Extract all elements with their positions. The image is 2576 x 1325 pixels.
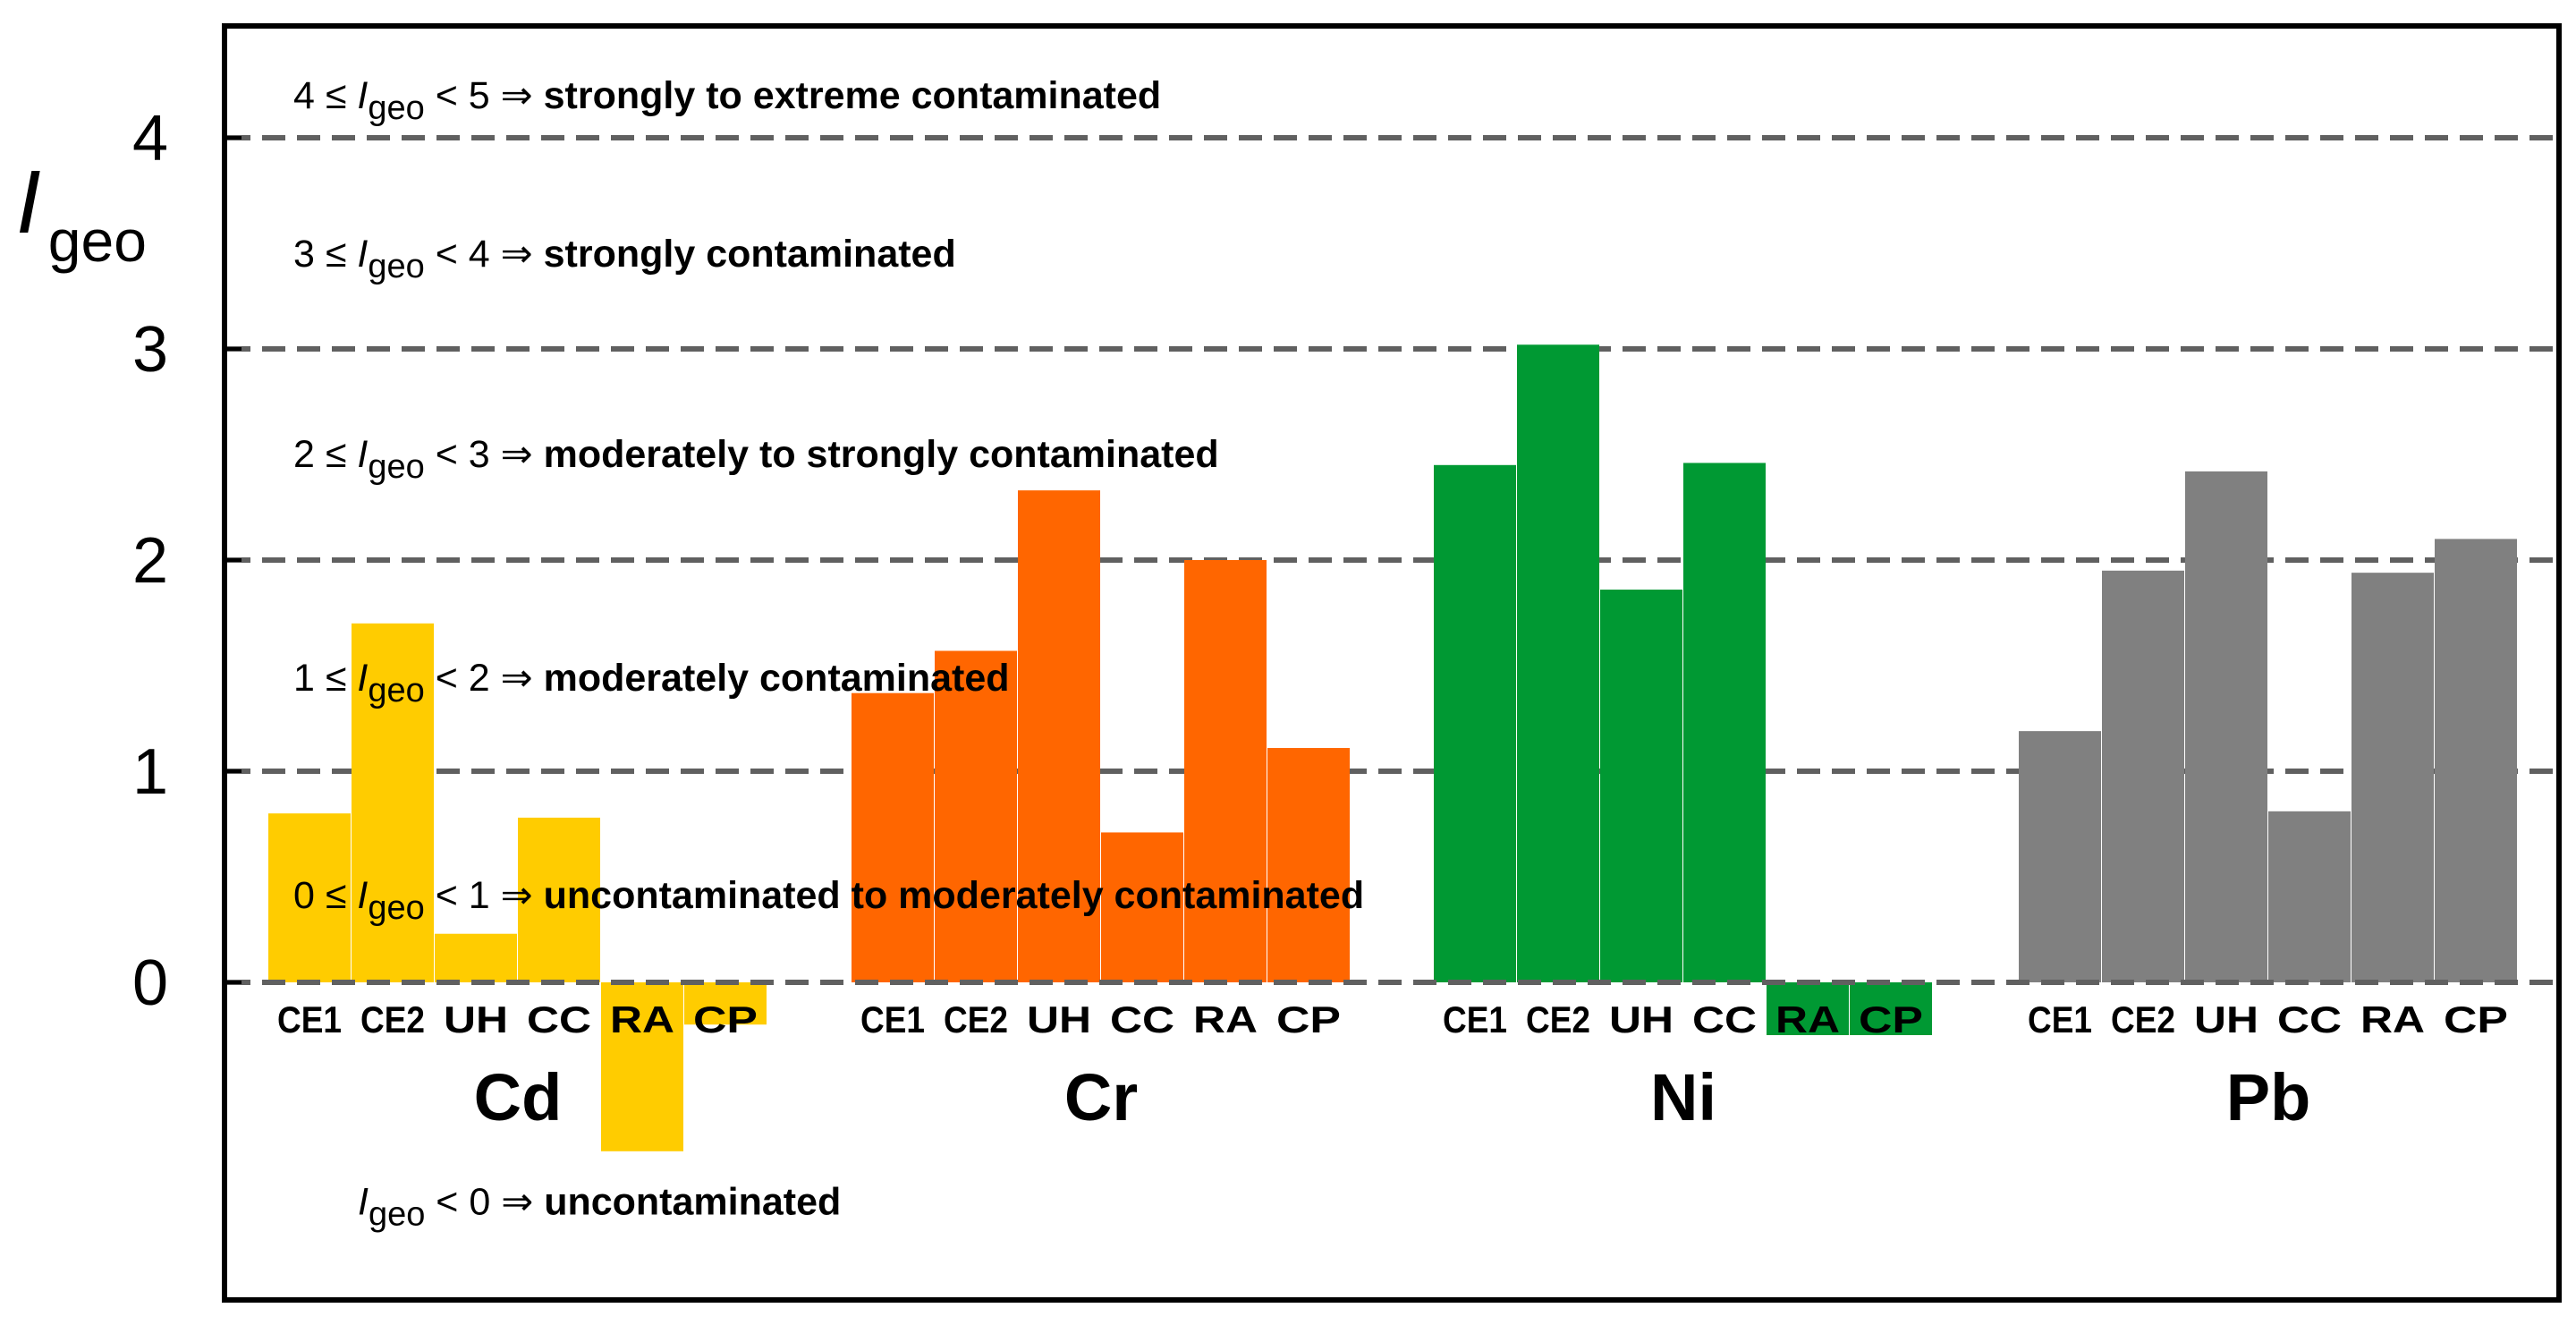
category-label-cr-uh: UH xyxy=(1027,998,1091,1040)
category-label-cd-uh: UH xyxy=(444,998,508,1040)
bar-cd-cc xyxy=(518,817,600,982)
group-label-pb: Pb xyxy=(2226,1060,2311,1134)
bar-ni-ce2 xyxy=(1517,344,1599,982)
y-axis: 0 1 2 3 4I geo xyxy=(16,103,242,1019)
category-label-cr-ra: RA xyxy=(1193,998,1258,1040)
bar-pb-ce1 xyxy=(2019,731,2101,982)
category-label-ni-ce1: CE1 xyxy=(1443,998,1507,1040)
bar-cd-ce1 xyxy=(268,813,351,982)
bar-cd-ra xyxy=(601,982,683,1151)
group-label-cr: Cr xyxy=(1064,1060,1138,1134)
bar-ni-cc xyxy=(1683,463,1766,982)
bar-cr-ce1 xyxy=(852,692,934,982)
y-tick-label-3: 3 xyxy=(132,314,168,386)
category-label-cr-cp: CP xyxy=(1276,998,1341,1040)
category-label-ni-ra: RA xyxy=(1775,998,1840,1040)
category-label-pb-ce2: CE2 xyxy=(2111,998,2175,1040)
group-label-ni: Ni xyxy=(1650,1060,1716,1134)
category-label-ni-cp: CP xyxy=(1859,998,1923,1040)
threshold-annotation-4: 0 ≤ Igeo < 1 ⇒ uncontaminated to moderat… xyxy=(293,874,1364,927)
category-label-cd-cp: CP xyxy=(693,998,758,1040)
category-label-cr-ce2: CE2 xyxy=(944,998,1008,1040)
bar-cr-uh xyxy=(1018,490,1100,982)
category-label-cd-ce2: CE2 xyxy=(360,998,425,1040)
y-tick-label-4: 4 xyxy=(132,103,168,174)
bar-pb-ce2 xyxy=(2102,570,2184,982)
threshold-annotation-2: 2 ≤ Igeo < 3 ⇒ moderately to strongly co… xyxy=(293,433,1219,486)
category-label-cd-ce1: CE1 xyxy=(277,998,342,1040)
bar-cr-ce2 xyxy=(935,650,1017,982)
category-label-pb-cc: CC xyxy=(2277,998,2342,1040)
category-label-ni-uh: UH xyxy=(1609,998,1674,1040)
bar-cr-cp xyxy=(1267,748,1350,982)
bar-cd-ce2 xyxy=(352,623,434,982)
category-label-pb-ce1: CE1 xyxy=(2028,998,2092,1040)
group-labels: Cd Cr Ni Pb xyxy=(474,1060,2311,1134)
category-label-cd-ra: RA xyxy=(610,998,674,1040)
bar-ni-ce1 xyxy=(1434,464,1516,982)
bar-cd-cp xyxy=(684,982,767,1025)
threshold-annotation-0: 4 ≤ Igeo < 5 ⇒ strongly to extreme conta… xyxy=(293,74,1161,127)
category-label-cr-ce1: CE1 xyxy=(860,998,925,1040)
bar-cr-ra xyxy=(1184,560,1267,982)
threshold-annotation-3: 1 ≤ Igeo < 2 ⇒ moderately contaminated xyxy=(293,657,1010,709)
category-label-pb-uh: UH xyxy=(2194,998,2258,1040)
bar-pb-uh xyxy=(2185,471,2267,982)
bars xyxy=(268,344,2517,1151)
group-label-cd: Cd xyxy=(474,1060,563,1134)
category-label-cd-cc: CC xyxy=(527,998,591,1040)
category-label-pb-cp: CP xyxy=(2444,998,2508,1040)
category-label-ni-ce2: CE2 xyxy=(1526,998,1590,1040)
y-tick-label-1: 1 xyxy=(132,736,168,808)
bar-ni-uh xyxy=(1600,590,1682,982)
category-label-ni-cc: CC xyxy=(1692,998,1757,1040)
y-tick-label-2: 2 xyxy=(132,525,168,597)
bar-cr-cc xyxy=(1101,832,1183,982)
threshold-annotation-1: 3 ≤ Igeo < 4 ⇒ strongly contaminated xyxy=(293,233,956,285)
bar-pb-ra xyxy=(2351,573,2434,982)
y-tick-label-0: 0 xyxy=(132,947,168,1019)
category-labels: CE1 CE2 UH CC RA CP CE1 CE2 UH CC RA CP CE1 CE2 UH CC RA… xyxy=(277,998,2508,1040)
bar-cd-uh xyxy=(435,933,517,982)
threshold-annotation-5: Igeo < 0 ⇒ uncontaminated xyxy=(358,1180,841,1233)
annotations: 4 ≤ Igeo < 5 ⇒ strongly to extreme conta… xyxy=(293,74,1364,1234)
bar-ni-cp xyxy=(1850,982,1932,1035)
bar-pb-cc xyxy=(2268,811,2351,982)
category-label-pb-ra: RA xyxy=(2360,998,2425,1040)
bar-pb-cp xyxy=(2435,539,2517,982)
category-label-cr-cc: CC xyxy=(1110,998,1174,1040)
bar-ni-ra xyxy=(1767,982,1849,1035)
